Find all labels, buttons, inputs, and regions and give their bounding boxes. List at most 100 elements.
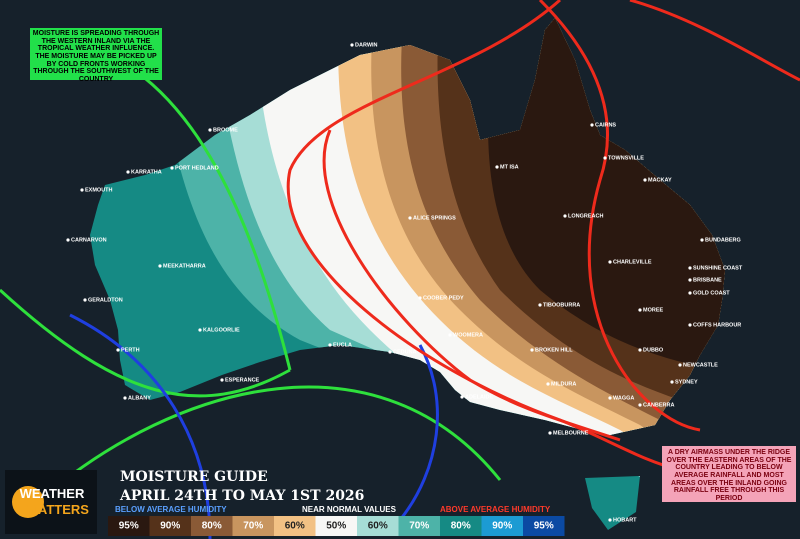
- place-dot: [546, 382, 550, 386]
- places: DARWIN BROOME PORT HEDLAND KARRATHA EXMOUTH C…: [66, 42, 743, 523]
- place-dot: [116, 348, 120, 352]
- place-dot: [608, 260, 612, 264]
- place-dot: [83, 298, 87, 302]
- place-label: MOREE: [643, 307, 664, 313]
- legend-label: 80%: [451, 521, 471, 532]
- place-dot: [408, 216, 412, 220]
- green-arc: [39, 385, 502, 502]
- place-label: TOWNSVILLE: [608, 155, 644, 161]
- place-label: MEEKATHARRA: [163, 263, 206, 269]
- place-label: MACKAY: [648, 177, 672, 183]
- place-label: SUNSHINE COAST: [693, 265, 743, 271]
- place-label: ALBANY: [128, 395, 151, 401]
- place-dot: [638, 308, 642, 312]
- red-arc: [538, 0, 701, 432]
- place-dot: [460, 395, 464, 399]
- legend-label: 90%: [160, 521, 180, 532]
- blue-arc: [69, 313, 212, 539]
- place-dot: [603, 156, 607, 160]
- legend-label: 95%: [119, 521, 139, 532]
- place-dot: [418, 296, 422, 300]
- place-dot: [158, 264, 162, 268]
- place-dot: [700, 238, 704, 242]
- place-dot: [328, 343, 332, 347]
- legend-label: 60%: [285, 521, 305, 532]
- place-label: LONGREACH: [568, 213, 603, 219]
- legend-swatch: [232, 516, 274, 536]
- place-dot: [643, 178, 647, 182]
- place-dot: [388, 350, 392, 354]
- place-label: HOBART: [613, 517, 637, 523]
- place-label: GOLD COAST: [693, 290, 730, 296]
- place-label: BUNDABERG: [705, 237, 741, 243]
- place-label: NEWCASTLE: [683, 362, 718, 368]
- logo-sun: [12, 486, 44, 518]
- place-label: GERALDTON: [88, 297, 123, 303]
- place-label: ADELAIDE: [465, 394, 493, 400]
- place-label: KARRATHA: [131, 169, 162, 175]
- pink-annotation: A DRY AIRMASS UNDER THE RIDGE OVER THE E…: [662, 446, 796, 502]
- place-label: COOBER PEDY: [423, 295, 464, 301]
- place-dot: [590, 123, 594, 127]
- place-label: MILDURA: [551, 381, 576, 387]
- blue-arc: [398, 344, 439, 521]
- legend-label: 90%: [492, 521, 512, 532]
- place-dot: [530, 348, 534, 352]
- legend-swatch: [481, 516, 523, 536]
- legend-swatch: [357, 516, 399, 536]
- place-dot: [548, 431, 552, 435]
- place-label: EUCLA: [333, 342, 352, 348]
- place-label: SYDNEY: [675, 379, 698, 385]
- place-dot: [678, 363, 682, 367]
- legend-below: BELOW AVERAGE HUMIDITY: [115, 505, 227, 514]
- place-label: DARWIN: [355, 42, 378, 48]
- green-annotation: MOISTURE IS SPREADING THROUGH THE WESTER…: [30, 28, 162, 83]
- place-dot: [170, 166, 174, 170]
- place-label: CEDUNA: [393, 349, 417, 355]
- red-arc: [322, 129, 621, 442]
- place-label: BROOME: [213, 127, 238, 133]
- place-label: TIBOOBURRA: [543, 302, 580, 308]
- place-dot: [608, 518, 612, 522]
- place-dot: [608, 396, 612, 400]
- place-dot: [688, 323, 692, 327]
- red-arc: [286, 0, 681, 472]
- place-label: KALGOORLIE: [203, 327, 240, 333]
- place-dot: [123, 396, 127, 400]
- legend-dates: APRIL 24TH TO MAY 1ST 2026: [119, 488, 364, 504]
- place-label: CANBERRA: [643, 402, 675, 408]
- place-dot: [563, 214, 567, 218]
- place-label: DUBBO: [643, 347, 664, 353]
- place-dot: [638, 348, 642, 352]
- legend-swatch: [398, 516, 440, 536]
- place-label: MELBOURNE: [553, 430, 589, 436]
- place-dot: [220, 378, 224, 382]
- legend-label: 70%: [243, 521, 263, 532]
- place-label: WAGGA: [613, 395, 634, 401]
- place-dot: [350, 43, 354, 47]
- legend-swatch: [149, 516, 191, 536]
- place-dot: [688, 266, 692, 270]
- place-dot: [688, 278, 692, 282]
- place-label: CARNARVON: [71, 237, 107, 243]
- legend-label: 95%: [534, 521, 554, 532]
- place-dot: [688, 291, 692, 295]
- legend-swatch: [274, 516, 316, 536]
- place-dot: [126, 170, 130, 174]
- legend-above: ABOVE AVERAGE HUMIDITY: [440, 505, 551, 514]
- place-label: EXMOUTH: [85, 187, 113, 193]
- place-dot: [448, 333, 452, 337]
- legend-label: 80%: [202, 521, 222, 532]
- legend-swatch: [108, 516, 150, 536]
- legend-swatches: 95% 90% 80% 70% 60% 50% 60% 70% 80% 90% 95%: [108, 516, 565, 536]
- place-dot: [198, 328, 202, 332]
- red-arc: [629, 0, 800, 82]
- legend-title: MOISTURE GUIDE: [120, 469, 268, 485]
- place-dot: [66, 238, 70, 242]
- logo-text: MATTERS: [27, 502, 89, 517]
- place-label: MT ISA: [500, 164, 519, 170]
- legend-swatch: [523, 516, 565, 536]
- place-label: PERTH: [121, 347, 140, 353]
